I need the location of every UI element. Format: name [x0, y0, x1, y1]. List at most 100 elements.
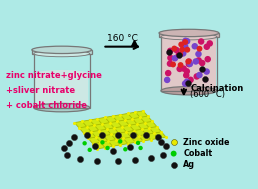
- Point: [95, 160, 99, 163]
- Point: [205, 45, 209, 48]
- Point: [126, 112, 130, 115]
- Point: [110, 115, 115, 118]
- Point: [205, 70, 209, 73]
- Point: [159, 140, 163, 143]
- Point: [208, 42, 212, 45]
- Point: [88, 119, 92, 122]
- Point: [185, 70, 189, 73]
- Text: Cobalt: Cobalt: [183, 149, 212, 158]
- Point: [165, 78, 169, 81]
- Point: [195, 75, 199, 78]
- Point: [164, 136, 168, 139]
- Point: [180, 51, 184, 54]
- Point: [82, 132, 86, 135]
- Point: [100, 133, 104, 136]
- Point: [168, 62, 172, 65]
- Text: (600 °C): (600 °C): [190, 90, 225, 99]
- Point: [132, 129, 136, 132]
- Point: [95, 147, 99, 150]
- Point: [172, 47, 176, 50]
- Text: 160 °C: 160 °C: [107, 34, 138, 43]
- Text: zinc nitrate+glycine: zinc nitrate+glycine: [6, 71, 102, 80]
- Point: [187, 63, 191, 66]
- Point: [186, 60, 190, 63]
- Point: [171, 63, 175, 66]
- Point: [83, 142, 87, 145]
- Ellipse shape: [159, 29, 219, 37]
- Point: [197, 59, 201, 62]
- Point: [197, 74, 201, 77]
- Point: [177, 53, 181, 56]
- Point: [185, 40, 189, 43]
- Point: [97, 129, 101, 132]
- Point: [168, 56, 173, 59]
- Point: [138, 116, 142, 119]
- Point: [133, 111, 138, 114]
- Point: [95, 117, 99, 120]
- Point: [131, 133, 135, 136]
- Text: Zinc oxide: Zinc oxide: [183, 138, 230, 147]
- Point: [144, 133, 148, 136]
- Point: [179, 64, 183, 67]
- Point: [121, 137, 125, 140]
- Point: [168, 49, 172, 52]
- Point: [155, 125, 159, 128]
- Point: [180, 48, 184, 51]
- Point: [120, 125, 124, 128]
- Point: [100, 141, 104, 144]
- Point: [118, 143, 122, 146]
- Point: [197, 47, 201, 50]
- Point: [112, 126, 116, 129]
- Point: [103, 116, 107, 119]
- Point: [94, 136, 98, 139]
- Point: [136, 141, 140, 144]
- Point: [116, 133, 120, 136]
- Point: [136, 134, 141, 137]
- Point: [141, 139, 145, 143]
- Ellipse shape: [35, 70, 88, 78]
- Point: [93, 145, 97, 148]
- Point: [108, 121, 112, 124]
- Point: [177, 54, 181, 57]
- Point: [103, 146, 107, 149]
- Point: [173, 57, 177, 60]
- Point: [92, 124, 96, 127]
- Point: [149, 156, 153, 160]
- Point: [85, 133, 89, 136]
- Point: [193, 45, 197, 48]
- Point: [77, 126, 81, 129]
- Point: [135, 122, 139, 125]
- Text: +sliver nitrate: +sliver nitrate: [6, 86, 75, 95]
- Point: [194, 60, 198, 63]
- Point: [72, 135, 77, 138]
- Point: [133, 141, 138, 144]
- Point: [139, 146, 143, 149]
- Ellipse shape: [161, 87, 217, 95]
- Point: [183, 39, 188, 42]
- Point: [188, 62, 192, 65]
- Point: [162, 153, 166, 156]
- Point: [124, 130, 128, 133]
- Point: [156, 137, 160, 140]
- Point: [200, 68, 204, 71]
- Point: [164, 145, 168, 148]
- Point: [129, 136, 133, 139]
- Point: [179, 43, 183, 46]
- Point: [199, 40, 203, 43]
- Point: [118, 113, 122, 116]
- Point: [118, 140, 122, 143]
- Point: [88, 148, 92, 151]
- Point: [144, 134, 148, 137]
- Point: [172, 141, 176, 144]
- Point: [77, 158, 82, 161]
- Ellipse shape: [34, 103, 90, 112]
- Ellipse shape: [162, 33, 216, 41]
- Point: [187, 60, 191, 63]
- Point: [182, 67, 186, 70]
- Point: [110, 149, 115, 152]
- Point: [150, 120, 154, 123]
- Point: [149, 138, 153, 141]
- Point: [110, 145, 115, 148]
- Point: [196, 53, 200, 56]
- Point: [133, 158, 138, 161]
